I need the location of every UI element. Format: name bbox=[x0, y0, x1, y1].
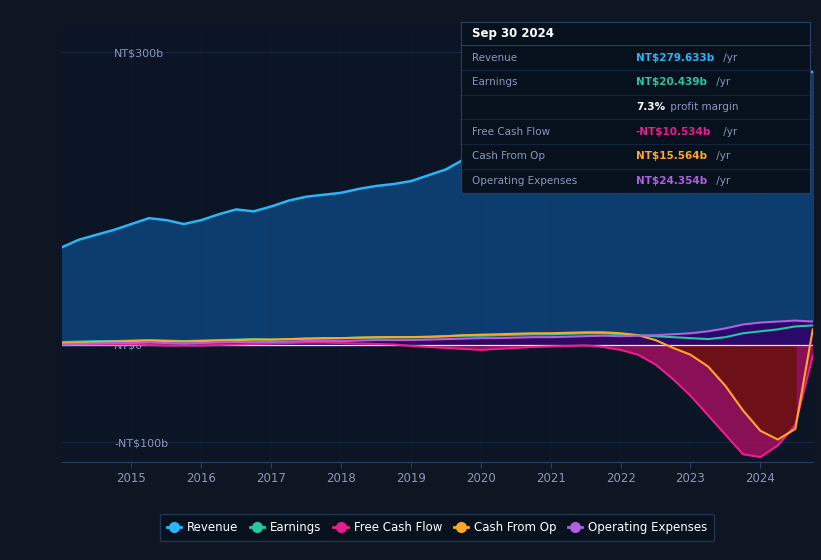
Text: Revenue: Revenue bbox=[472, 53, 517, 63]
Text: NT$20.439b: NT$20.439b bbox=[636, 77, 707, 87]
Text: /yr: /yr bbox=[713, 77, 730, 87]
Text: NT$24.354b: NT$24.354b bbox=[636, 176, 707, 186]
Text: Free Cash Flow: Free Cash Flow bbox=[472, 127, 550, 137]
Text: profit margin: profit margin bbox=[667, 102, 738, 112]
Text: NT$279.633b: NT$279.633b bbox=[636, 53, 714, 63]
Text: /yr: /yr bbox=[720, 53, 737, 63]
Text: NT$15.564b: NT$15.564b bbox=[636, 151, 707, 161]
Text: Cash From Op: Cash From Op bbox=[472, 151, 545, 161]
Text: Sep 30 2024: Sep 30 2024 bbox=[472, 27, 554, 40]
Text: Operating Expenses: Operating Expenses bbox=[472, 176, 577, 186]
Text: -NT$10.534b: -NT$10.534b bbox=[636, 127, 711, 137]
Text: /yr: /yr bbox=[713, 151, 730, 161]
Legend: Revenue, Earnings, Free Cash Flow, Cash From Op, Operating Expenses: Revenue, Earnings, Free Cash Flow, Cash … bbox=[160, 514, 714, 541]
Text: /yr: /yr bbox=[713, 176, 730, 186]
Text: 7.3%: 7.3% bbox=[636, 102, 665, 112]
Text: /yr: /yr bbox=[720, 127, 737, 137]
Text: Earnings: Earnings bbox=[472, 77, 517, 87]
